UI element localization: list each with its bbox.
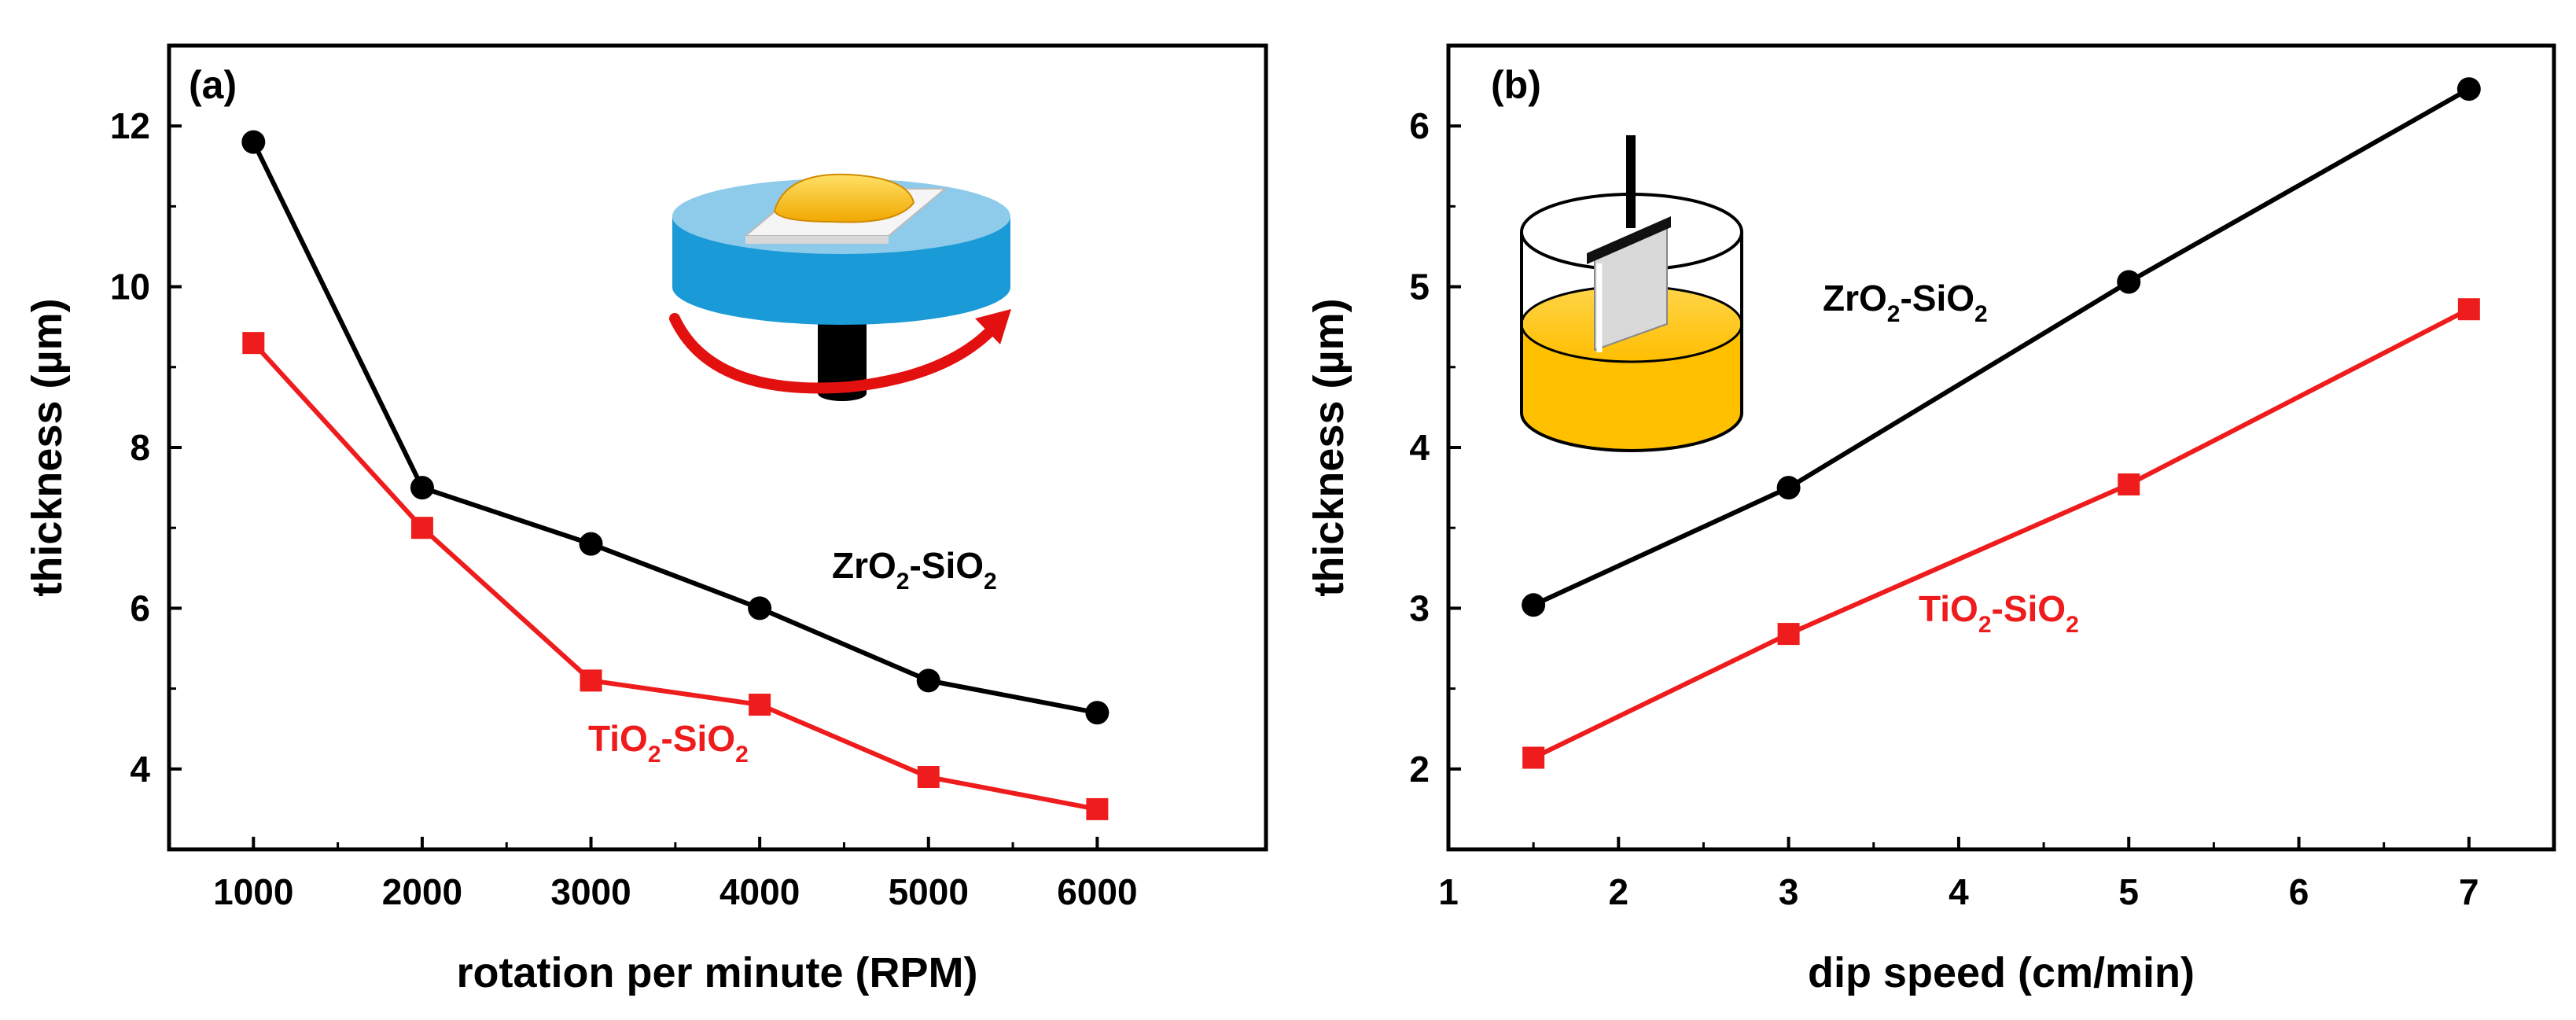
panel-b-point-tio2: [2118, 473, 2140, 496]
panel-a-point-zro2: [1085, 701, 1110, 725]
panel-b-x-tick-label: 5: [2118, 871, 2139, 912]
panel-a-series-label-zro2: ZrO2-SiO2: [832, 545, 997, 595]
panel-a-x-tick-label: 2000: [382, 871, 462, 912]
panel-a-y-tick-label: 12: [110, 105, 150, 146]
spin-coater-illustration: [669, 173, 1011, 401]
panel-a-point-tio2: [917, 766, 940, 789]
panel-a-point-zro2: [916, 668, 940, 693]
panel-b-y-tick-label: 6: [1409, 105, 1430, 146]
panel-a-y-tick-label: 10: [110, 267, 150, 307]
panel-a-ticks: 1000 2000 3000 4000 5000 6000 4 6 8 10 12: [110, 44, 1138, 912]
panel-b-x-tick-label: 1: [1438, 871, 1459, 912]
panel-b-x-tick-label: 4: [1949, 871, 1969, 912]
spin-substrate-edge: [745, 236, 889, 244]
panel-b-point-zro2: [2456, 77, 2481, 101]
panel-b-series: [1522, 77, 2481, 769]
spin-arrow-head: [975, 309, 1011, 344]
panel-a-point-zro2: [410, 476, 434, 500]
panel-b-y-tick-label: 5: [1409, 267, 1430, 307]
panel-a-y-axis-title: thickness (µm): [24, 298, 71, 596]
panel-b-point-zro2: [1776, 476, 1801, 500]
panel-a-point-tio2: [410, 517, 433, 539]
panel-b-point-zro2: [2117, 270, 2141, 294]
panel-a-point-zro2: [579, 532, 603, 556]
panel-a-point-zro2: [748, 596, 772, 620]
spin-drop: [773, 173, 915, 223]
panel-b-point-zro2: [1522, 593, 1546, 617]
panel-a-series-label-tio2: TiO2-SiO2: [588, 718, 749, 768]
panel-a-label: (a): [189, 63, 237, 107]
panel-a-y-tick-label: 8: [130, 427, 150, 468]
panel-a-point-tio2: [749, 694, 771, 716]
panel-b-x-tick-label: 2: [1609, 871, 1629, 912]
panel-b-series-line-tio2: [1532, 307, 2471, 760]
panel-b-y-tick-label: 4: [1409, 427, 1430, 468]
panel-b-x-tick-label: 6: [2289, 871, 2309, 912]
panel-a-x-tick-label: 3000: [550, 871, 631, 912]
panel-a-series-line-zro2: [251, 141, 1098, 716]
panel-b-y-tick-label: 3: [1409, 587, 1430, 628]
panel-a-chart: 1000 2000 3000 4000 5000 6000 4 6 8 10 12 (a) rota…: [24, 43, 1268, 996]
panel-a-point-zro2: [241, 130, 266, 154]
panel-a-point-tio2: [1086, 797, 1109, 820]
panel-b-x-tick-label: 3: [1779, 871, 1799, 912]
panel-a-series: [241, 130, 1110, 820]
panel-a-x-tick-label: 1000: [213, 871, 293, 912]
panel-b-series-label-tio2: TiO2-SiO2: [1919, 588, 2079, 638]
panel-b-y-axis-title: thickness (µm): [1305, 298, 1352, 596]
panel-b-x-axis-title: dip speed (cm/min): [1808, 949, 2195, 996]
dip-holder-clamp: [1587, 216, 1671, 264]
panel-a-series-line-tio2: [252, 341, 1098, 812]
panel-a-y-tick-label: 6: [130, 587, 150, 628]
panel-b-series-label-zro2: ZrO2-SiO2: [1823, 278, 1988, 327]
panel-a-point-tio2: [242, 332, 265, 355]
panel-a-x-tick-label: 6000: [1057, 871, 1137, 912]
panel-b-series-line-zro2: [1532, 87, 2471, 608]
panel-a-point-tio2: [580, 669, 602, 692]
panel-a-x-axis-title: rotation per minute (RPM): [457, 949, 978, 996]
panel-b-point-tio2: [1522, 746, 1545, 769]
panel-b-x-tick-label: 7: [2459, 871, 2479, 912]
panel-a-y-tick-label: 4: [130, 749, 150, 790]
panel-b-y-tick-label: 2: [1409, 749, 1430, 790]
dip-coater-illustration: [1520, 135, 1743, 452]
panel-b-label: (b): [1491, 63, 1541, 107]
dip-rod: [1626, 135, 1636, 228]
panel-b-ticks: 1 2 3 4 5 6 7 2 3 4 5 6: [1409, 44, 2479, 912]
panel-b-point-tio2: [1777, 623, 1800, 646]
panel-b-point-tio2: [2457, 298, 2480, 321]
panel-b-chart: 1 2 3 4 5 6 7 2 3 4 5 6 (b) dip speed (cm/min) thic…: [1305, 43, 2556, 996]
panel-a-x-tick-label: 5000: [889, 871, 969, 912]
panel-a-x-tick-label: 4000: [719, 871, 800, 912]
spin-rotation-arrow: [669, 313, 1003, 394]
